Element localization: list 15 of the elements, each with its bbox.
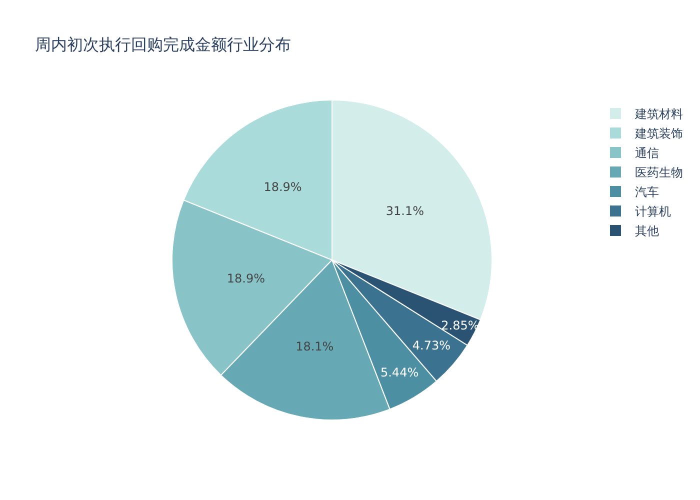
legend-label: 建筑材料 <box>634 107 683 121</box>
data-label: 18.1% <box>296 339 334 354</box>
legend-label: 医药生物 <box>635 166 683 180</box>
data-label: 2.85% <box>441 318 480 333</box>
data-label: 18.9% <box>226 271 265 286</box>
legend-label: 建筑装饰 <box>634 126 683 140</box>
legend-label: 汽车 <box>635 185 659 199</box>
data-label: 5.44% <box>380 365 419 380</box>
data-label: 31.1% <box>386 204 424 218</box>
data-label: 4.73% <box>412 338 451 353</box>
legend-label: 其他 <box>635 224 659 238</box>
legend-label: 通信 <box>635 146 659 160</box>
data-label: 18.9% <box>264 180 302 194</box>
chart-title: 周内初次执行回购完成金额行业分布 <box>35 35 291 54</box>
legend-label: 计算机 <box>635 204 671 218</box>
